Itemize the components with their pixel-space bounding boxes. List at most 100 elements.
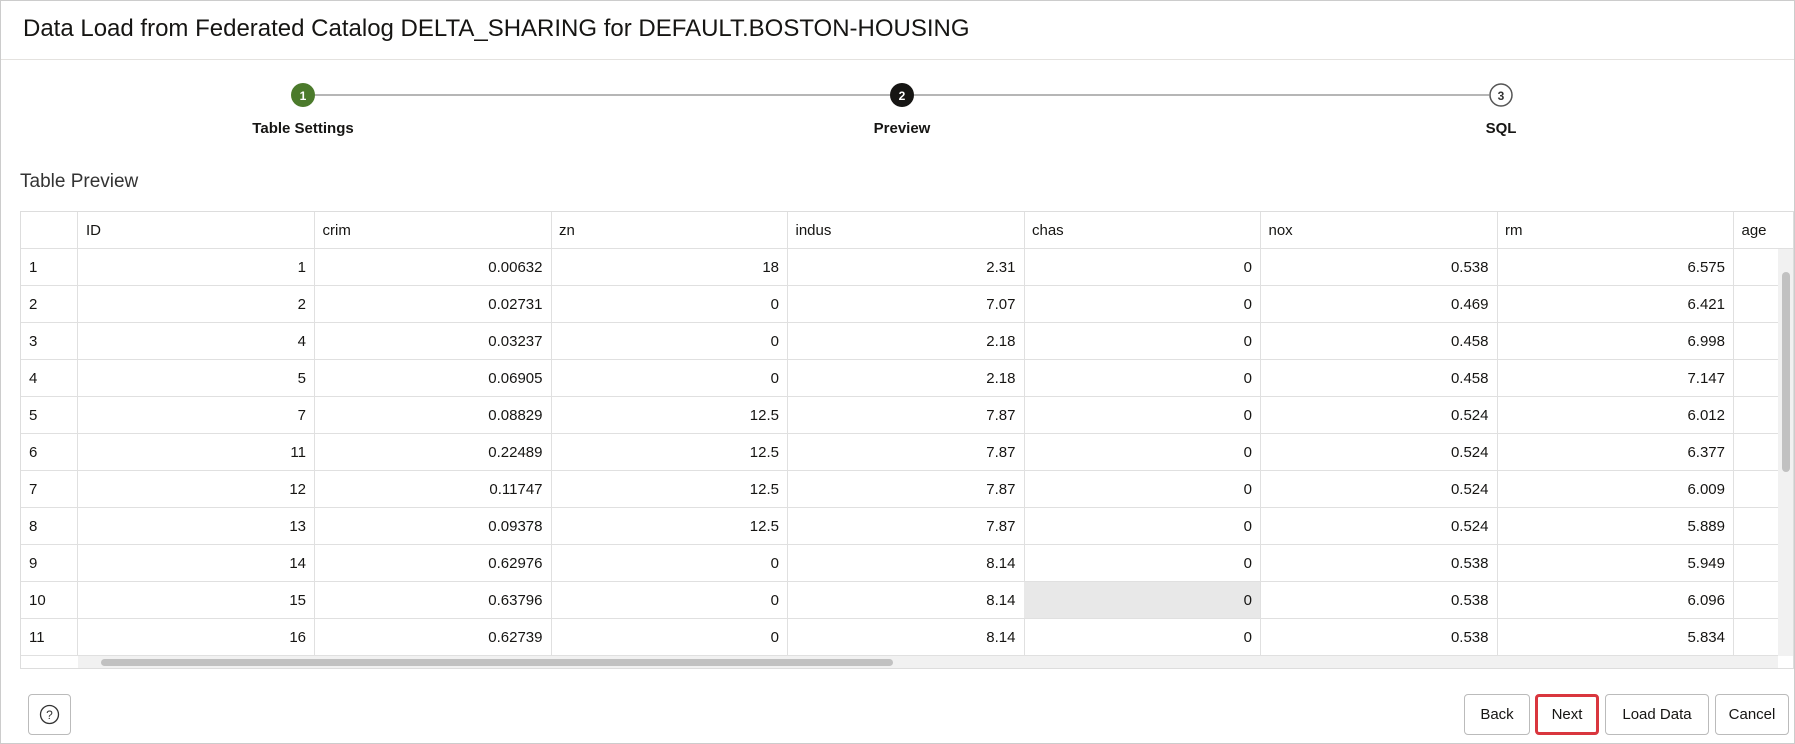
table-cell: 0 [1024, 249, 1261, 286]
table-cell: 6.096 [1497, 582, 1734, 619]
table-cell: 7.87 [787, 471, 1025, 508]
table-cell: 7.147 [1497, 360, 1734, 397]
table-cell: 0.458 [1260, 360, 1498, 397]
table-cell: 12.5 [551, 397, 788, 434]
table-cell: 0.62976 [314, 545, 552, 582]
table-cell: 12.5 [551, 508, 788, 545]
table-cell: 0 [1024, 397, 1261, 434]
table-cell: 12 [78, 471, 315, 508]
step-number: 1 [300, 89, 307, 103]
table-cell: 6.009 [1497, 471, 1734, 508]
next-button[interactable]: Next [1535, 694, 1599, 735]
table-cell: 7.87 [787, 397, 1025, 434]
column-header: chas [1024, 212, 1261, 249]
row-number: 4 [21, 360, 78, 397]
step-circle[interactable] [291, 83, 315, 107]
row-number: 9 [21, 545, 78, 582]
table-cell: 0.11747 [314, 471, 552, 508]
step-circle[interactable] [890, 83, 914, 107]
table-cell: 7.07 [787, 286, 1025, 323]
table-cell: 1 [78, 249, 315, 286]
table-cell: 0.538 [1260, 545, 1498, 582]
table-cell: 5.834 [1497, 619, 1734, 656]
column-header: rm [1497, 212, 1734, 249]
table-cell: 6.377 [1497, 434, 1734, 471]
table-cell: 0.63796 [314, 582, 552, 619]
table-cell [1733, 471, 1793, 508]
table-cell: 0.09378 [314, 508, 552, 545]
table-cell: 8.14 [787, 545, 1025, 582]
scroll-thumb[interactable] [1782, 272, 1790, 472]
column-header: ID [78, 212, 315, 249]
table-cell: 15 [78, 582, 315, 619]
table-cell: 0.524 [1260, 397, 1498, 434]
table-cell: 12.5 [551, 434, 788, 471]
table-cell: 14 [78, 545, 315, 582]
step-circle[interactable] [1489, 83, 1513, 107]
table-cell: 0.458 [1260, 323, 1498, 360]
table-cell: 0.538 [1260, 582, 1498, 619]
table-cell: 6.998 [1497, 323, 1734, 360]
table-cell: 0.524 [1260, 508, 1498, 545]
table-cell [1733, 286, 1793, 323]
column-header: nox [1260, 212, 1498, 249]
table-cell: 12.5 [551, 471, 788, 508]
header-cell [21, 212, 78, 249]
table-cell: 7.87 [787, 434, 1025, 471]
table-cell: 0.524 [1260, 471, 1498, 508]
table-cell: 0 [551, 582, 788, 619]
table-cell: 0 [1024, 545, 1261, 582]
table-cell: 0 [1024, 471, 1261, 508]
table-cell [1733, 582, 1793, 619]
back-button[interactable]: Back [1464, 694, 1530, 735]
table-cell: 0.538 [1260, 619, 1498, 656]
row-number: 11 [21, 619, 78, 656]
divider [1, 59, 1794, 60]
table-cell: 0 [551, 545, 788, 582]
table-cell: 16 [78, 619, 315, 656]
table-cell: 13 [78, 508, 315, 545]
table-cell [1733, 397, 1793, 434]
row-number: 7 [21, 471, 78, 508]
column-header: crim [314, 212, 552, 249]
table-cell: 0.469 [1260, 286, 1498, 323]
row-number: 6 [21, 434, 78, 471]
row-number: 8 [21, 508, 78, 545]
table-cell: 4 [78, 323, 315, 360]
scroll-thumb[interactable] [101, 659, 893, 666]
step-label: SQL [1485, 120, 1517, 137]
step-label: Preview [873, 120, 931, 137]
row-number: 3 [21, 323, 78, 360]
table-cell: 6.012 [1497, 397, 1734, 434]
table-cell: 0.00632 [314, 249, 552, 286]
table-cell: 0 [551, 360, 788, 397]
table-cell: 0.538 [1260, 249, 1498, 286]
table-cell: 0 [1024, 508, 1261, 545]
table-cell: 0.03237 [314, 323, 552, 360]
help-button[interactable]: ? [28, 694, 71, 735]
table-cell: 0 [1024, 360, 1261, 397]
step-label: Table Settings [252, 120, 354, 137]
column-header: indus [787, 212, 1025, 249]
svg-text:?: ? [46, 708, 53, 722]
table-cell: 0.08829 [314, 397, 552, 434]
table-cell [1733, 434, 1793, 471]
table-cell: 7.87 [787, 508, 1025, 545]
load-data-button[interactable]: Load Data [1605, 694, 1709, 735]
table-cell: 6.421 [1497, 286, 1734, 323]
table-cell: 0 [1024, 619, 1261, 656]
table-cell: 0.524 [1260, 434, 1498, 471]
table-cell: 11 [78, 434, 315, 471]
cancel-button[interactable]: Cancel [1715, 694, 1789, 735]
table-cell: 2.18 [787, 360, 1025, 397]
table-cell: 0.06905 [314, 360, 552, 397]
table-cell: 0 [1024, 323, 1261, 360]
table-cell [1733, 360, 1793, 397]
help-icon: ? [39, 704, 60, 725]
column-header: age [1733, 212, 1793, 249]
table-cell: 8.14 [787, 619, 1025, 656]
table-cell: 0 [551, 619, 788, 656]
table-cell: 8.14 [787, 582, 1025, 619]
table-cell: 0 [1024, 286, 1261, 323]
